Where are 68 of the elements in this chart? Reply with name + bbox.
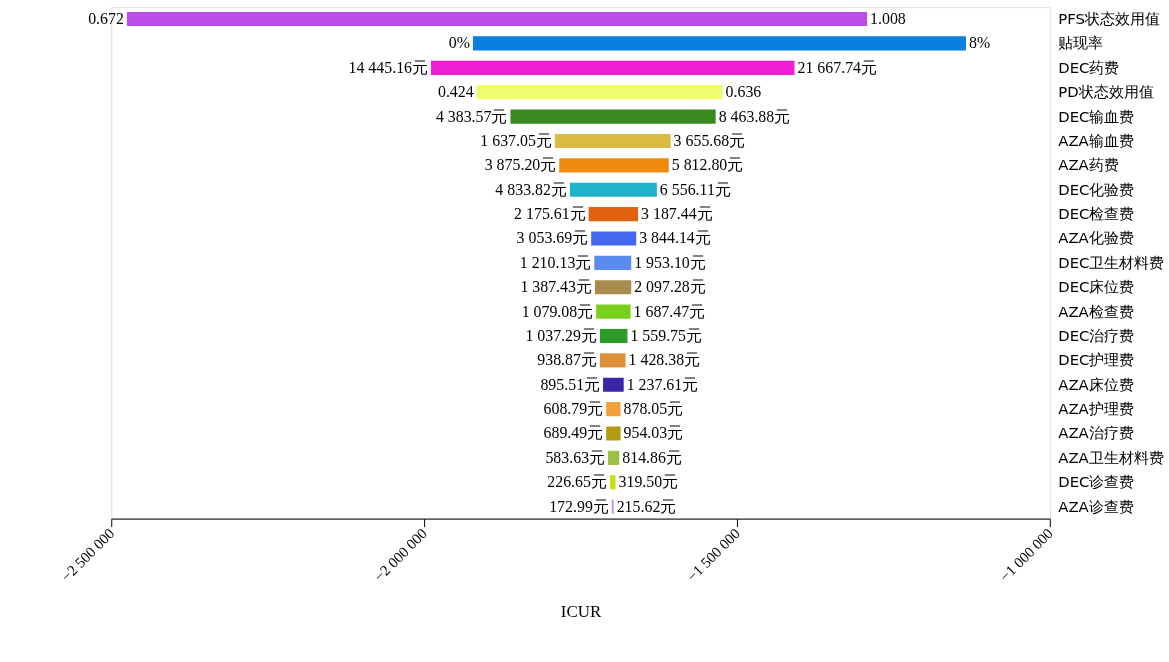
annotation: 938.87元 [537,351,597,369]
annotation: 172.99元 [549,497,609,515]
annotation: 3 875.20元 [484,156,557,174]
annotation: 0% [448,34,470,52]
annotation: 4 383.57元 [435,107,508,125]
y-tick-label: AZA床位费 [1058,375,1134,394]
annotation: 6 556.11元 [659,180,731,198]
x-tick-label: −2 000 000 [370,525,431,585]
y-tick-label: AZA检查费 [1058,302,1134,321]
annotation: 1 559.75元 [630,326,702,344]
y-tick-label: AZA治疗费 [1058,424,1134,443]
annotation: 895.51元 [540,375,601,393]
annotation: 2 097.28元 [634,278,706,296]
annotation: 954.03元 [623,424,684,442]
annotation: 226.65元 [547,473,607,491]
y-tick-label: AZA诊查费 [1058,497,1134,516]
annotation: 3 844.14元 [639,229,711,247]
x-axis-title: ICUR [560,602,602,622]
annotation: 2 175.61元 [514,205,586,223]
y-tick-label: DEC床位费 [1058,278,1135,297]
annotation: 814.86元 [622,448,682,466]
annotation: 1 387.43元 [520,278,592,296]
annotation: 215.62元 [616,497,677,515]
annotation: 878.05元 [623,400,684,418]
annotation: 1 428.38元 [628,351,701,369]
annotation: 1 210.13元 [519,253,592,271]
annotation: 3 053.69元 [516,229,589,247]
annotation: 1 037.29元 [525,326,597,344]
annotation: 0.672 [88,10,124,28]
annotation: 1 079.08元 [521,302,594,320]
annotation: 8 463.88元 [718,107,791,125]
y-tick-label: DEC护理费 [1058,351,1135,370]
y-tick-label: AZA化验费 [1058,229,1134,248]
annotation: 8% [968,34,991,52]
annotation: 3 187.44元 [641,205,713,223]
y-tick-label: AZA输血费 [1058,131,1134,150]
y-tick-label: DEC卫生材料费 [1058,253,1165,272]
annotation: 319.50元 [618,473,679,491]
annotation: 14 445.16元 [348,58,428,76]
annotation: 1 637.05元 [480,131,552,149]
annotation: 1 237.61元 [626,375,699,393]
annotation: 3 655.68元 [673,131,746,149]
annotation: 583.63元 [545,448,606,466]
y-tick-label: DEC化验费 [1058,180,1135,199]
y-tick-label: AZA护理费 [1058,400,1134,419]
y-tick-label: PD状态效用值 [1058,83,1154,102]
annotation: 1 953.10元 [634,253,706,271]
x-tick-label: −2 500 000 [58,525,118,585]
y-tick-label: DEC药费 [1058,58,1120,77]
y-tick-label: 贴现率 [1058,34,1104,53]
annotation: 4 833.82元 [495,180,567,198]
annotation: 608.79元 [543,400,604,418]
y-tick-label: PFS状态效用值 [1058,10,1160,29]
y-tick-label: DEC输血费 [1058,107,1135,126]
annotation: 5 812.80元 [671,156,744,174]
annotation: 1.008 [870,10,906,28]
y-tick-label: DEC治疗费 [1058,326,1135,345]
y-tick-label: AZA药费 [1058,156,1119,175]
x-tick-label: −1 500 000 [683,525,744,585]
x-tick-label: −1 000 000 [996,525,1056,585]
y-tick-label: DEC诊查费 [1058,473,1135,492]
annotation: 689.49元 [543,424,604,442]
annotation: 21 667.74元 [797,58,877,76]
y-tick-label: AZA卫生材料费 [1058,448,1164,467]
annotation: 0.636 [725,83,762,101]
y-tick-label: DEC检查费 [1058,205,1135,224]
annotation: 1 687.47元 [633,302,706,320]
annotation: 0.424 [437,83,474,101]
